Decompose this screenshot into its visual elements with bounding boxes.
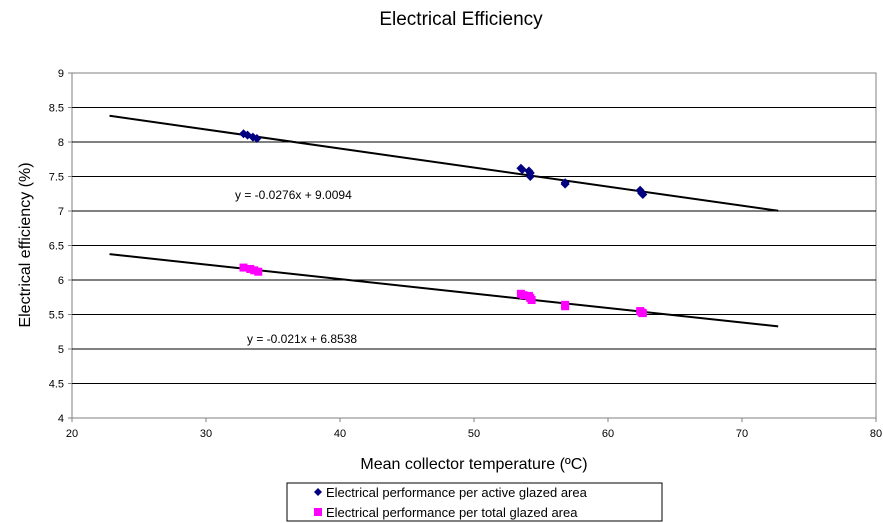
y-axis-ticks: 4 4.5 5 5.5 6 6.5 7 7.5 8 8.5 9 bbox=[49, 68, 72, 425]
x-tick-label: 20 bbox=[66, 428, 78, 440]
y-tick-label: 5 bbox=[58, 344, 64, 356]
data-point-square bbox=[519, 291, 528, 300]
y-tick-label: 6 bbox=[58, 275, 64, 287]
y-tick-label: 9 bbox=[58, 68, 64, 80]
x-axis-title: Mean collector temperature (ºC) bbox=[360, 456, 587, 473]
y-tick-label: 4 bbox=[58, 413, 64, 425]
data-point-square bbox=[638, 309, 647, 318]
grid-lines bbox=[72, 107, 876, 384]
trendline-equation-active: y = -0.0276x + 9.0094 bbox=[235, 188, 352, 202]
x-tick-label: 60 bbox=[602, 428, 614, 440]
y-axis-title: Electrical efficiency (%) bbox=[17, 162, 34, 327]
chart-title: Electrical Efficiency bbox=[379, 9, 543, 30]
data-point-diamond bbox=[525, 172, 535, 181]
x-axis-ticks: 20 30 40 50 60 70 80 bbox=[66, 418, 882, 440]
x-tick-label: 40 bbox=[334, 428, 346, 440]
x-tick-label: 80 bbox=[870, 428, 882, 440]
data-point-diamond bbox=[517, 165, 527, 175]
trendline-equation-total: y = -0.021x + 6.8538 bbox=[247, 332, 357, 346]
x-tick-label: 70 bbox=[736, 428, 748, 440]
x-tick-label: 30 bbox=[200, 428, 212, 440]
data-point-square bbox=[246, 264, 255, 273]
trendlines bbox=[109, 114, 779, 328]
data-markers bbox=[239, 129, 648, 318]
y-tick-label: 5.5 bbox=[49, 310, 64, 322]
data-point-diamond bbox=[252, 134, 262, 144]
trendline-1 bbox=[109, 253, 779, 328]
legend-label-active: Electrical performance per active glazed… bbox=[326, 485, 588, 500]
legend-label-total: Electrical performance per total glazed … bbox=[326, 505, 578, 520]
data-point-square bbox=[239, 263, 248, 272]
data-point-square bbox=[250, 266, 259, 275]
data-point-diamond bbox=[560, 179, 570, 189]
data-point-square bbox=[527, 296, 536, 305]
y-tick-label: 8.5 bbox=[49, 103, 64, 115]
data-point-square bbox=[561, 302, 570, 311]
legend-diamond-marker bbox=[314, 488, 322, 496]
legend-square-marker bbox=[314, 508, 322, 516]
legend-box bbox=[286, 482, 663, 522]
data-point-square bbox=[254, 267, 263, 276]
trendline-0 bbox=[109, 114, 779, 212]
y-tick-label: 8 bbox=[58, 137, 64, 149]
y-tick-label: 4.5 bbox=[49, 379, 64, 391]
x-tick-label: 50 bbox=[468, 428, 480, 440]
y-tick-label: 7.5 bbox=[49, 172, 64, 184]
legend: Electrical performance per active glazed… bbox=[286, 482, 663, 522]
data-point-diamond bbox=[638, 189, 648, 199]
y-tick-label: 6.5 bbox=[49, 241, 64, 253]
y-tick-label: 7 bbox=[58, 206, 64, 218]
